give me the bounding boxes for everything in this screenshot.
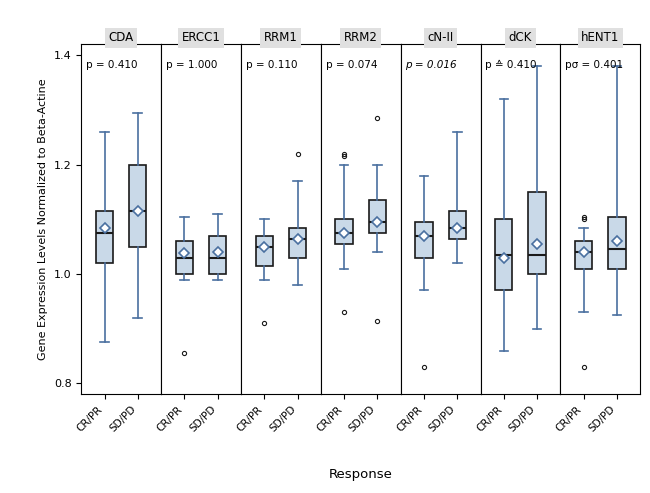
Title: RRM1: RRM1	[264, 32, 298, 44]
Text: p = 0.410: p = 0.410	[86, 60, 138, 70]
PathPatch shape	[255, 236, 273, 266]
PathPatch shape	[448, 211, 466, 239]
PathPatch shape	[528, 192, 546, 274]
Y-axis label: Gene Expression Levels Normalized to Beta-Actine: Gene Expression Levels Normalized to Bet…	[38, 78, 48, 360]
PathPatch shape	[96, 211, 113, 263]
Title: ERCC1: ERCC1	[181, 32, 220, 44]
PathPatch shape	[495, 219, 512, 290]
Text: pσ = 0.401: pσ = 0.401	[566, 60, 623, 70]
Text: p = 1.000: p = 1.000	[166, 60, 217, 70]
Title: CDA: CDA	[109, 32, 134, 44]
PathPatch shape	[369, 200, 386, 233]
PathPatch shape	[335, 219, 353, 244]
PathPatch shape	[575, 241, 592, 269]
PathPatch shape	[608, 216, 625, 269]
PathPatch shape	[209, 236, 226, 274]
PathPatch shape	[129, 165, 146, 246]
Text: p = 0.110: p = 0.110	[246, 60, 297, 70]
PathPatch shape	[289, 228, 306, 258]
Text: Response: Response	[329, 468, 393, 481]
Text: p = 0.016: p = 0.016	[406, 60, 457, 70]
Title: cN-II: cN-II	[428, 32, 454, 44]
Title: hENT1: hENT1	[581, 32, 619, 44]
Title: RRM2: RRM2	[344, 32, 378, 44]
PathPatch shape	[176, 241, 193, 274]
Title: dCK: dCK	[509, 32, 532, 44]
PathPatch shape	[415, 222, 433, 258]
Text: p = 0.074: p = 0.074	[326, 60, 377, 70]
Text: p ≙ 0.410: p ≙ 0.410	[486, 60, 537, 70]
